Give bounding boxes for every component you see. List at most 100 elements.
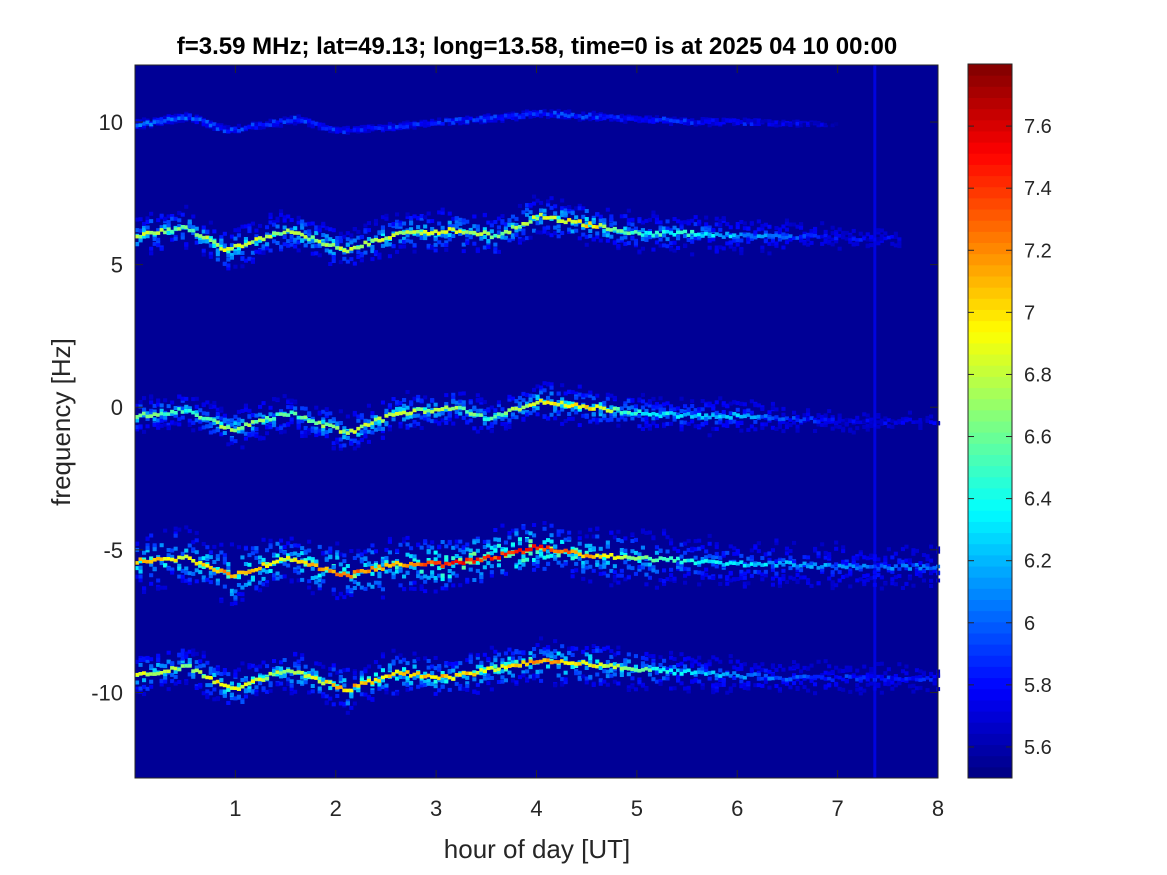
heat-cell bbox=[254, 667, 259, 672]
heat-cell bbox=[437, 688, 442, 693]
heat-cell bbox=[286, 677, 291, 682]
heat-cell bbox=[328, 419, 333, 424]
heat-ridge bbox=[303, 235, 308, 239]
heat-cell bbox=[929, 544, 934, 549]
heat-cell bbox=[510, 222, 515, 227]
heat-cell bbox=[595, 560, 600, 565]
heat-cell bbox=[177, 563, 182, 568]
heat-cell bbox=[591, 412, 596, 417]
heat-cell bbox=[714, 222, 719, 227]
heat-cell bbox=[324, 411, 329, 416]
heat-cell bbox=[535, 559, 540, 564]
heat-ridge bbox=[546, 545, 551, 549]
heat-cell bbox=[226, 672, 231, 677]
heat-cell bbox=[387, 242, 392, 247]
heat-cell bbox=[384, 408, 389, 413]
heat-cell bbox=[335, 687, 340, 692]
heat-ridge bbox=[419, 562, 424, 567]
heat-cell bbox=[296, 553, 301, 557]
heat-cell bbox=[310, 124, 315, 129]
heat-cell bbox=[321, 664, 326, 669]
heat-ridge bbox=[229, 127, 234, 131]
heat-cell bbox=[310, 671, 315, 676]
heat-cell bbox=[637, 552, 642, 557]
heat-ridge bbox=[728, 561, 733, 565]
heat-ridge bbox=[236, 570, 241, 575]
heat-ridge bbox=[900, 563, 905, 568]
heat-cell bbox=[198, 664, 203, 669]
heat-cell bbox=[454, 414, 459, 419]
heat-cell bbox=[647, 403, 652, 408]
heat-cell bbox=[402, 667, 407, 672]
heat-cell bbox=[296, 423, 301, 428]
heat-cell bbox=[900, 559, 905, 564]
heat-cell bbox=[321, 694, 326, 699]
heat-cell bbox=[900, 586, 905, 590]
heat-cell bbox=[514, 415, 519, 420]
heat-cell bbox=[356, 414, 361, 419]
heat-cell bbox=[272, 668, 277, 673]
heat-cell bbox=[517, 537, 522, 542]
heat-cell bbox=[770, 406, 775, 411]
heat-cell bbox=[890, 581, 895, 586]
heat-cell bbox=[468, 555, 473, 560]
heat-ridge bbox=[465, 671, 470, 676]
heat-ridge bbox=[454, 230, 459, 234]
heat-cell bbox=[679, 424, 684, 429]
heat-ridge bbox=[170, 117, 175, 122]
heat-cell bbox=[496, 216, 501, 221]
heat-cell bbox=[553, 204, 558, 209]
heat-cell bbox=[229, 588, 234, 593]
heat-ridge bbox=[177, 407, 182, 411]
heat-cell bbox=[844, 559, 849, 564]
heat-cell bbox=[208, 254, 213, 259]
heat-cell bbox=[714, 118, 719, 122]
heat-cell bbox=[236, 250, 241, 255]
heat-cell bbox=[265, 225, 270, 230]
heat-ridge bbox=[588, 554, 593, 559]
heat-cell bbox=[363, 692, 368, 697]
heat-ridge bbox=[795, 564, 800, 569]
heat-cell bbox=[493, 412, 498, 417]
heat-cell bbox=[774, 571, 779, 576]
heat-ridge bbox=[865, 565, 870, 569]
heat-cell bbox=[335, 552, 340, 557]
heat-cell bbox=[598, 402, 603, 407]
heat-cell bbox=[366, 439, 371, 444]
heat-ridge bbox=[735, 234, 740, 239]
heat-cell bbox=[707, 533, 712, 538]
heat-cell bbox=[240, 661, 245, 666]
heat-cell bbox=[366, 429, 371, 434]
heat-cell bbox=[468, 235, 473, 240]
heat-cell bbox=[272, 397, 277, 402]
heat-cell bbox=[809, 583, 814, 588]
heat-ridge bbox=[170, 557, 175, 562]
heat-cell bbox=[669, 421, 674, 426]
heat-ridge bbox=[602, 406, 607, 411]
heat-cell bbox=[640, 392, 645, 397]
heat-ridge bbox=[626, 410, 631, 415]
heat-ridge bbox=[830, 564, 835, 569]
heat-cell bbox=[444, 402, 449, 406]
heat-ridge bbox=[693, 120, 698, 124]
heat-cell bbox=[370, 690, 375, 694]
heat-cell bbox=[525, 538, 530, 543]
heat-ridge bbox=[679, 120, 684, 124]
heat-cell bbox=[159, 408, 164, 413]
heat-ridge bbox=[145, 672, 150, 677]
heat-ridge bbox=[500, 551, 505, 556]
heat-cell bbox=[138, 565, 143, 570]
heat-ridge bbox=[858, 238, 863, 242]
heat-cell bbox=[405, 535, 410, 540]
heat-cell bbox=[219, 550, 224, 555]
heat-cell bbox=[194, 234, 199, 239]
heat-cell bbox=[588, 390, 593, 395]
heat-ridge bbox=[767, 233, 772, 238]
heat-cell bbox=[142, 234, 147, 239]
heat-ridge bbox=[542, 216, 547, 220]
heat-cell bbox=[454, 664, 459, 669]
heat-ridge bbox=[647, 231, 652, 235]
heat-ridge bbox=[282, 413, 287, 417]
heat-ridge bbox=[823, 233, 828, 238]
heat-cell bbox=[240, 418, 245, 423]
